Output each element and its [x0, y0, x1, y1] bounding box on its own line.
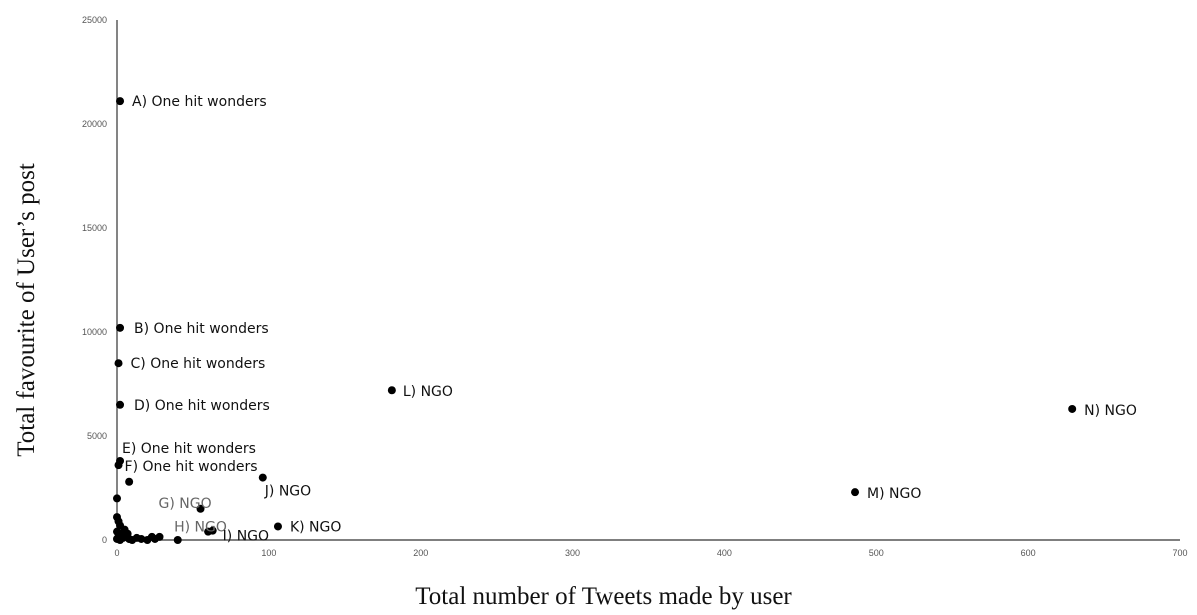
x-axis-title: Total number of Tweets made by user — [415, 583, 792, 610]
point-labels: A) One hit wonders B) One hit wonders C) O… — [122, 94, 1137, 545]
y-axis-title: Total favourite of User’s post — [13, 163, 40, 457]
x-tick-label: 300 — [565, 548, 580, 558]
labeled-data-point — [1068, 404, 1077, 413]
y-tick-label: 10000 — [82, 327, 107, 337]
labeled-data-point — [851, 488, 860, 497]
point-label: E) One hit wonders — [122, 441, 256, 457]
labeled-data-point — [273, 522, 282, 531]
y-tick-labels: 0 5000 10000 15000 20000 25000 — [82, 15, 107, 545]
data-point — [137, 534, 146, 543]
point-label: M) NGO — [867, 486, 921, 502]
labeled-data-point — [116, 97, 125, 106]
point-label: F) One hit wonders — [125, 459, 258, 475]
labeled-data-point — [114, 359, 123, 368]
data-point — [116, 536, 125, 544]
x-tick-label: 200 — [413, 548, 428, 558]
point-label: H) NGO — [174, 520, 227, 536]
labeled-data-point — [116, 400, 125, 409]
y-tick-label: 5000 — [87, 431, 107, 441]
labeled-data-point — [116, 323, 125, 332]
data-point — [155, 532, 164, 541]
axes — [116, 20, 1180, 541]
point-label: G) NGO — [159, 496, 212, 512]
data-point — [123, 529, 132, 538]
labeled-data-point — [258, 473, 267, 482]
data-point — [113, 527, 121, 536]
data-point — [113, 494, 121, 503]
y-tick-label: 25000 — [82, 15, 107, 25]
labeled-data-point — [114, 461, 123, 470]
point-label: I) NGO — [223, 529, 269, 545]
x-tick-label: 0 — [114, 548, 119, 558]
y-tick-label: 0 — [102, 535, 107, 545]
labeled-data-point — [208, 526, 217, 535]
y-tick-label: 20000 — [82, 119, 107, 129]
point-label: K) NGO — [290, 519, 341, 535]
y-tick-label: 15000 — [82, 223, 107, 233]
point-label: L) NGO — [403, 384, 453, 400]
labeled-data-point — [196, 504, 205, 513]
data-point — [173, 536, 182, 544]
data-point — [125, 477, 134, 486]
point-label: A) One hit wonders — [132, 94, 267, 110]
data-points — [113, 97, 1077, 544]
point-label: C) One hit wonders — [131, 356, 266, 372]
labeled-data-point — [387, 386, 396, 395]
x-tick-label: 500 — [869, 548, 884, 558]
point-label: B) One hit wonders — [134, 321, 269, 337]
x-tick-label: 700 — [1172, 548, 1187, 558]
x-tick-label: 400 — [717, 548, 732, 558]
point-label: D) One hit wonders — [134, 398, 270, 414]
x-tick-labels: 0 100 200 300 400 500 600 700 — [114, 548, 1187, 558]
point-label: N) NGO — [1084, 403, 1137, 419]
x-tick-label: 100 — [261, 548, 276, 558]
x-tick-label: 600 — [1021, 548, 1036, 558]
point-label: J) NGO — [264, 484, 311, 500]
